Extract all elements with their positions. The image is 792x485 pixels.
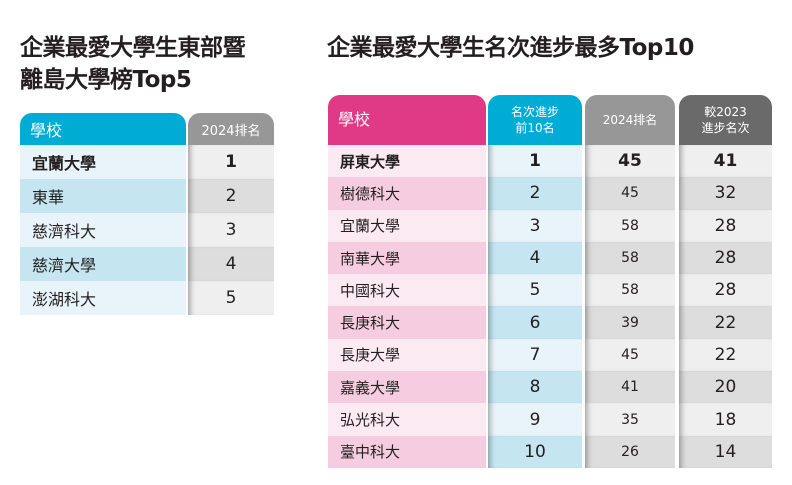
east-island-top5-table: 學校 2024排名 宜蘭大學 1 東華 2 慈濟科大 3 慈濟大學 4 澎湖科大… bbox=[20, 113, 274, 315]
improvement: 28 bbox=[679, 274, 772, 307]
school-name: 宜蘭大學 bbox=[328, 209, 486, 242]
improvement: 28 bbox=[679, 241, 772, 275]
rank-2024: 2 bbox=[188, 179, 274, 213]
school-name: 屏東大學 bbox=[328, 145, 486, 178]
table-row: 慈濟大學 4 bbox=[20, 247, 274, 281]
improvement: 41 bbox=[679, 145, 772, 178]
left-title-line1: 企業最愛大學生東部暨 bbox=[20, 35, 246, 61]
progress-rank: 6 bbox=[488, 306, 582, 339]
table-row: 臺中科大 10 26 14 bbox=[328, 435, 772, 468]
school-name: 弘光科大 bbox=[328, 403, 486, 436]
school-name: 慈濟科大 bbox=[20, 213, 186, 247]
header-2024-rank: 2024排名 bbox=[188, 113, 274, 145]
progress-rank: 4 bbox=[488, 241, 582, 275]
school-name: 嘉義大學 bbox=[328, 371, 486, 404]
school-name: 南華大學 bbox=[328, 241, 486, 275]
right-title: 企業最愛大學生名次進步最多Top10 bbox=[327, 35, 694, 61]
rank-2024: 58 bbox=[585, 209, 675, 242]
table-row: 澎湖科大 5 bbox=[20, 281, 274, 315]
improvement: 14 bbox=[679, 435, 772, 468]
rank-2024: 5 bbox=[188, 281, 274, 315]
rank-2024: 58 bbox=[585, 274, 675, 307]
school-name: 臺中科大 bbox=[328, 435, 486, 468]
rank-2024: 26 bbox=[585, 435, 675, 468]
header-progress-rank: 名次進步 前10名 bbox=[488, 95, 582, 145]
header-school: 學校 bbox=[328, 95, 486, 145]
school-name: 長庚科大 bbox=[328, 306, 486, 339]
most-improved-top10-table: 學校 名次進步 前10名 2024排名 較2023 進步名次 屏東大學 1 45 4… bbox=[328, 95, 772, 468]
table-row: 弘光科大 9 35 18 bbox=[328, 403, 772, 436]
rank-2024: 39 bbox=[585, 306, 675, 339]
rank-2024: 45 bbox=[585, 145, 675, 178]
rank-2024: 58 bbox=[585, 241, 675, 275]
header-2024-rank: 2024排名 bbox=[585, 95, 675, 145]
school-name: 慈濟大學 bbox=[20, 247, 186, 281]
progress-rank: 7 bbox=[488, 338, 582, 372]
left-title: 企業最愛大學生東部暨 離島大學榜Top5 bbox=[20, 32, 310, 96]
rank-2024: 35 bbox=[585, 403, 675, 436]
header-school: 學校 bbox=[20, 113, 186, 145]
table-row: 長庚大學 7 45 22 bbox=[328, 338, 772, 372]
progress-rank: 9 bbox=[488, 403, 582, 436]
improvement: 18 bbox=[679, 403, 772, 436]
table-row: 宜蘭大學 3 58 28 bbox=[328, 209, 772, 242]
left-title-line2: 離島大學榜Top5 bbox=[20, 67, 192, 93]
rank-2024: 1 bbox=[188, 145, 274, 179]
improvement: 20 bbox=[679, 371, 772, 404]
improvement: 28 bbox=[679, 209, 772, 242]
table-row: 宜蘭大學 1 bbox=[20, 145, 274, 179]
table-row: 長庚科大 6 39 22 bbox=[328, 306, 772, 339]
table-row: 中國科大 5 58 28 bbox=[328, 274, 772, 307]
improvement: 32 bbox=[679, 177, 772, 210]
progress-rank: 5 bbox=[488, 274, 582, 307]
school-name: 宜蘭大學 bbox=[20, 145, 186, 179]
table-row: 嘉義大學 8 41 20 bbox=[328, 371, 772, 404]
table-row: 慈濟科大 3 bbox=[20, 213, 274, 247]
rank-2024: 45 bbox=[585, 338, 675, 372]
table-row: 樹德科大 2 45 32 bbox=[328, 177, 772, 210]
school-name: 中國科大 bbox=[328, 274, 486, 307]
school-name: 東華 bbox=[20, 179, 186, 213]
school-name: 樹德科大 bbox=[328, 177, 486, 210]
improvement: 22 bbox=[679, 306, 772, 339]
progress-rank: 10 bbox=[488, 435, 582, 468]
rank-2024: 41 bbox=[585, 371, 675, 404]
progress-rank: 2 bbox=[488, 177, 582, 210]
rank-2024: 45 bbox=[585, 177, 675, 210]
school-name: 澎湖科大 bbox=[20, 281, 186, 315]
progress-rank: 3 bbox=[488, 209, 582, 242]
progress-rank: 1 bbox=[488, 145, 582, 178]
school-name: 長庚大學 bbox=[328, 338, 486, 372]
rank-2024: 4 bbox=[188, 247, 274, 281]
progress-rank: 8 bbox=[488, 371, 582, 404]
rank-2024: 3 bbox=[188, 213, 274, 247]
table-row: 屏東大學 1 45 41 bbox=[328, 145, 772, 178]
header-improvement: 較2023 進步名次 bbox=[679, 95, 772, 145]
table-row: 東華 2 bbox=[20, 179, 274, 213]
improvement: 22 bbox=[679, 338, 772, 372]
table-row: 南華大學 4 58 28 bbox=[328, 241, 772, 275]
